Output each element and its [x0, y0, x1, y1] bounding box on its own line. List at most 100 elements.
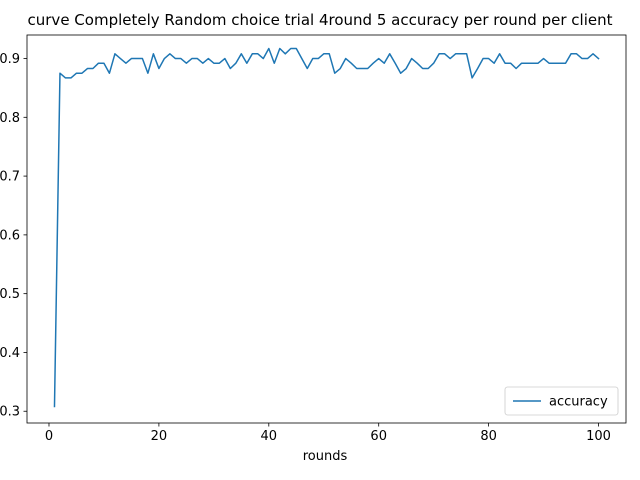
legend: accuracy	[504, 386, 619, 416]
data-point	[92, 68, 94, 70]
data-point	[361, 68, 363, 70]
data-point	[537, 62, 539, 64]
data-point	[367, 68, 369, 70]
data-point	[301, 58, 303, 60]
data-point	[230, 68, 232, 70]
data-point	[81, 72, 83, 74]
data-point	[114, 53, 116, 55]
data-point	[427, 68, 429, 70]
data-point	[581, 58, 583, 60]
data-point	[598, 58, 600, 60]
data-point	[136, 58, 138, 60]
data-point	[570, 53, 572, 55]
y-tick-label: 0.6	[0, 228, 20, 243]
data-point	[186, 62, 188, 64]
data-point	[246, 62, 248, 64]
data-point	[466, 53, 468, 55]
data-point	[460, 53, 462, 55]
data-point	[208, 58, 210, 60]
data-point	[543, 58, 545, 60]
data-point	[422, 68, 424, 70]
plot-area: 0 20 40 60 80 100 0.3 0.4 0.5 0.6 0.7 0.8 0.9	[0, 34, 627, 444]
data-point	[109, 72, 111, 74]
x-tick-label: 60	[370, 429, 387, 444]
data-point	[471, 77, 473, 79]
data-point	[587, 58, 589, 60]
data-point	[350, 62, 352, 64]
data-point	[153, 53, 155, 55]
data-point	[526, 62, 528, 64]
data-point	[147, 72, 149, 74]
data-point	[180, 58, 182, 60]
y-tick-label: 0.3	[0, 405, 20, 420]
data-point	[334, 72, 336, 74]
y-tick-label: 0.5	[0, 287, 20, 302]
data-point	[202, 62, 204, 64]
data-point	[323, 53, 325, 55]
data-point	[383, 62, 385, 64]
data-point	[493, 62, 495, 64]
data-point	[213, 62, 215, 64]
data-point	[70, 77, 72, 79]
data-point	[405, 68, 407, 70]
data-point	[175, 58, 177, 60]
data-point	[252, 53, 254, 55]
data-point	[76, 72, 78, 74]
data-point	[504, 62, 506, 64]
data-point	[169, 53, 171, 55]
data-point	[433, 62, 435, 64]
data-point	[241, 53, 243, 55]
data-point	[87, 68, 89, 70]
x-tick-label: 0	[45, 429, 53, 444]
data-point	[197, 58, 199, 60]
data-point	[449, 58, 451, 60]
x-tick-label: 40	[261, 429, 278, 444]
data-point	[268, 48, 270, 50]
data-point	[307, 68, 309, 70]
data-point	[296, 48, 298, 50]
data-point	[488, 58, 490, 60]
data-point	[532, 62, 534, 64]
data-point	[329, 53, 331, 55]
data-point	[131, 58, 133, 60]
data-point	[411, 58, 413, 60]
data-point	[389, 53, 391, 55]
data-point	[548, 62, 550, 64]
x-tick-label: 100	[586, 429, 611, 444]
data-point	[592, 53, 594, 55]
data-point	[455, 53, 457, 55]
data-point	[339, 68, 341, 70]
data-point	[345, 58, 347, 60]
data-point	[482, 58, 484, 60]
chart-title: curve Completely Random choice trial 4ro…	[28, 11, 613, 29]
data-point	[285, 53, 287, 55]
series-line-accuracy	[53, 47, 600, 408]
x-axis-label: rounds	[303, 449, 348, 464]
data-point	[263, 58, 265, 60]
data-point	[515, 68, 517, 70]
data-point	[554, 62, 556, 64]
data-point	[59, 72, 61, 74]
data-point	[103, 62, 105, 64]
data-point	[164, 58, 166, 60]
data-point	[312, 58, 314, 60]
data-point	[444, 53, 446, 55]
data-point	[318, 58, 320, 60]
data-point	[400, 72, 402, 74]
y-tick-label: 0.8	[0, 111, 20, 126]
legend-box	[504, 386, 619, 416]
data-point	[219, 62, 221, 64]
data-point	[54, 406, 56, 408]
y-tick-label: 0.7	[0, 170, 20, 185]
data-point	[257, 53, 259, 55]
x-tick-label: 20	[151, 429, 168, 444]
data-point	[235, 62, 237, 64]
data-point	[394, 62, 396, 64]
data-point	[510, 62, 512, 64]
data-point	[125, 62, 127, 64]
data-point	[438, 53, 440, 55]
data-point	[98, 62, 100, 64]
data-point	[356, 68, 358, 70]
data-point	[416, 62, 418, 64]
